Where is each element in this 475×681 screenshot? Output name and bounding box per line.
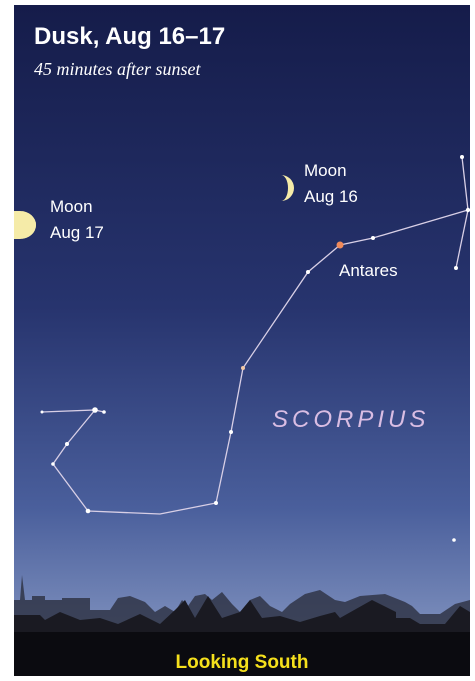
sky-chart: Dusk, Aug 16–17 45 minutes after sunset … [0, 0, 475, 681]
antares-star [337, 242, 344, 249]
subtitle: 45 minutes after sunset [34, 59, 201, 79]
star-label: Antares [339, 261, 398, 280]
sky [14, 5, 470, 676]
page: Dusk, Aug 16–17 45 minutes after sunset … [0, 0, 475, 681]
moon-label: Moon [304, 161, 347, 180]
constellation-label: SCORPIUS [272, 406, 429, 433]
moon-date: Aug 17 [50, 223, 104, 242]
footer: Looking South [176, 652, 309, 673]
moon-date: Aug 16 [304, 187, 358, 206]
title: Dusk, Aug 16–17 [34, 23, 225, 50]
moon-label: Moon [50, 197, 93, 216]
